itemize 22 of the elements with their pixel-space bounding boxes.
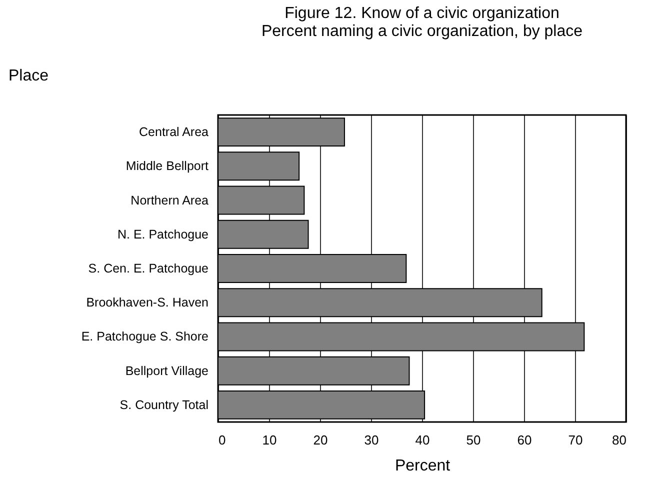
chart-subtitle: Percent naming a civic organization, by place [261, 23, 583, 40]
y-axis-title: Place [8, 68, 49, 84]
chart-title: Figure 12. Know of a civic organization [284, 5, 560, 22]
x-tick-label: 30 [364, 432, 379, 448]
y-tick-label: Northern Area [130, 193, 209, 208]
y-tick-label: Brookhaven-S. Haven [86, 296, 209, 310]
x-tick-label: 40 [415, 432, 430, 448]
y-tick-label: Middle Bellport [126, 159, 210, 174]
y-tick-label: E. Patchogue S. Shore [81, 330, 209, 344]
y-tick-label: S. Cen. E. Patchogue [88, 262, 209, 276]
y-tick-label: Bellport Village [125, 364, 209, 378]
x-tick-label: 50 [466, 432, 481, 448]
x-tick-label: 10 [262, 432, 277, 448]
x-tick-label: 70 [568, 432, 583, 448]
y-tick-label: S. Country Total [120, 398, 208, 412]
x-tick-label: 60 [517, 432, 532, 448]
x-tick-label: 80 [612, 432, 626, 448]
y-tick-label: N. E. Patchogue [117, 227, 209, 242]
x-axis-title: Percent [394, 458, 451, 474]
x-tick-label: 20 [313, 432, 328, 448]
x-tick-label: 0 [218, 432, 226, 448]
y-tick-label: Central Area [139, 125, 209, 140]
